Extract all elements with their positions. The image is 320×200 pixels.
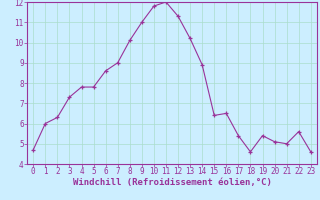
X-axis label: Windchill (Refroidissement éolien,°C): Windchill (Refroidissement éolien,°C) — [73, 178, 271, 187]
